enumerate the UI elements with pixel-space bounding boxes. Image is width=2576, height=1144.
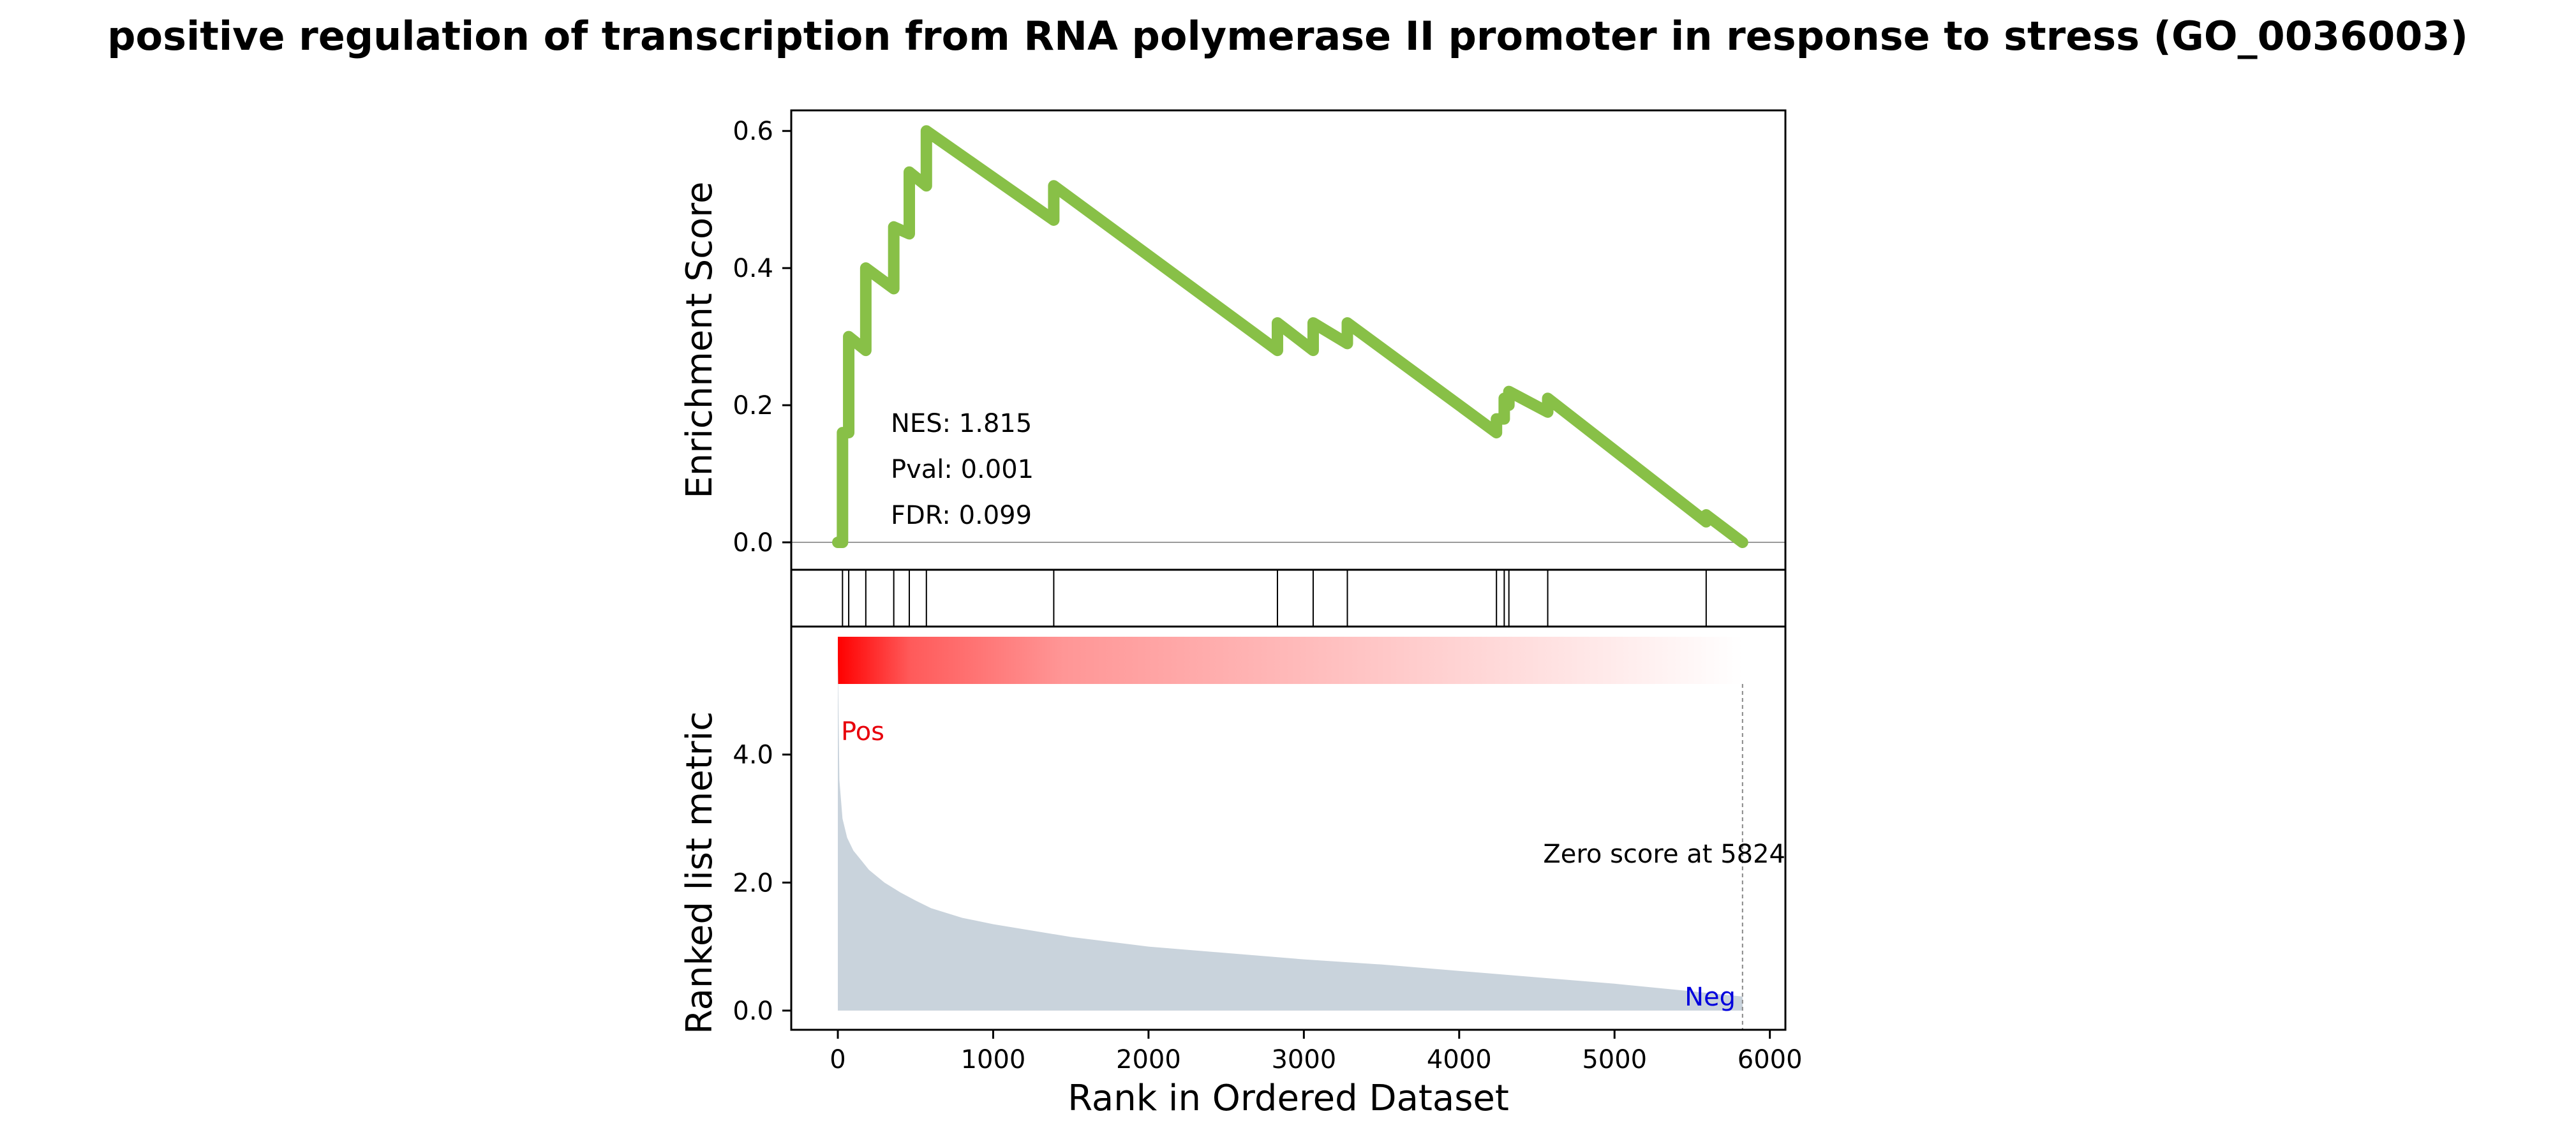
es-point bbox=[1546, 410, 1549, 413]
es-ytick-label: 0.0 bbox=[733, 528, 773, 558]
rank-ytick-label: 4.0 bbox=[733, 741, 773, 770]
x-tick-label: 5000 bbox=[1582, 1045, 1647, 1074]
hits-panel-frame bbox=[790, 568, 1787, 628]
enrichment-score-line bbox=[832, 125, 1748, 549]
es-point bbox=[1346, 342, 1349, 345]
es-point bbox=[1704, 520, 1708, 523]
es-point bbox=[892, 287, 895, 290]
x-tick-label: 2000 bbox=[1116, 1045, 1181, 1074]
es-point bbox=[925, 184, 928, 188]
es-ylabel: Enrichment Score bbox=[679, 182, 720, 499]
es-point bbox=[847, 431, 851, 435]
rank-ytick-label: 2.0 bbox=[733, 868, 773, 898]
es-point bbox=[847, 335, 851, 338]
rank-ylabel: Ranked list metric bbox=[679, 711, 720, 1034]
es-point bbox=[1507, 390, 1510, 393]
es-point bbox=[1507, 404, 1510, 407]
es-point bbox=[1503, 417, 1506, 420]
enrichment-score-panel: 0.0 0.2 0.4 0.6 Enrichment Score NES: 1.815… bbox=[679, 109, 1787, 571]
es-point bbox=[1741, 541, 1744, 544]
es-point bbox=[1495, 417, 1498, 420]
es-ytick-label: 0.6 bbox=[733, 117, 773, 146]
es-point bbox=[1052, 184, 1055, 188]
x-tick-label: 1000 bbox=[961, 1045, 1026, 1074]
chart-title: positive regulation of transcription fro… bbox=[107, 13, 2468, 59]
es-point bbox=[1546, 397, 1549, 400]
pos-label: Pos bbox=[841, 717, 884, 747]
es-point bbox=[1704, 514, 1708, 517]
x-axis-label: Rank in Ordered Dataset bbox=[1068, 1078, 1509, 1119]
nes-annotation: NES: 1.815 bbox=[891, 409, 1032, 438]
es-point bbox=[864, 267, 867, 270]
x-tick-label: 3000 bbox=[1271, 1045, 1336, 1074]
es-point bbox=[1052, 218, 1055, 221]
es-point bbox=[908, 232, 911, 235]
x-tick-label: 0 bbox=[830, 1045, 845, 1074]
es-point bbox=[1276, 322, 1279, 325]
neg-label: Neg bbox=[1685, 983, 1736, 1012]
es-point bbox=[837, 541, 840, 544]
es-point bbox=[1311, 322, 1314, 325]
pval-annotation: Pval: 0.001 bbox=[891, 455, 1034, 484]
es-point bbox=[1495, 431, 1498, 435]
gene-hits-panel bbox=[790, 568, 1787, 628]
es-point bbox=[1311, 349, 1314, 352]
es-point bbox=[1503, 397, 1506, 400]
ranked-heatmap-bar bbox=[838, 637, 1743, 684]
es-point bbox=[908, 170, 911, 174]
x-tick-label: 6000 bbox=[1738, 1045, 1803, 1074]
es-point bbox=[1346, 322, 1349, 325]
zero-score-label: Zero score at 5824 bbox=[1543, 840, 1785, 869]
es-ytick-label: 0.4 bbox=[733, 254, 773, 283]
x-axis: 0 1000 2000 3000 4000 5000 6000 bbox=[830, 1030, 1803, 1074]
es-ytick-label: 0.2 bbox=[733, 391, 773, 420]
es-point bbox=[841, 431, 844, 435]
es-point bbox=[841, 541, 844, 544]
ranked-metric-area bbox=[838, 658, 1743, 1011]
rank-ytick-label: 0.0 bbox=[733, 997, 773, 1026]
es-point bbox=[925, 130, 928, 133]
es-point bbox=[864, 349, 867, 352]
x-tick-label: 4000 bbox=[1427, 1045, 1492, 1074]
fdr-annotation: FDR: 0.099 bbox=[891, 501, 1032, 530]
rank-panel-frame bbox=[790, 625, 1787, 1031]
es-point bbox=[892, 225, 895, 228]
ranked-list-panel: 0.0 2.0 4.0 Ranked list metric Pos Neg Zer… bbox=[679, 625, 1787, 1034]
es-point bbox=[1276, 349, 1279, 352]
